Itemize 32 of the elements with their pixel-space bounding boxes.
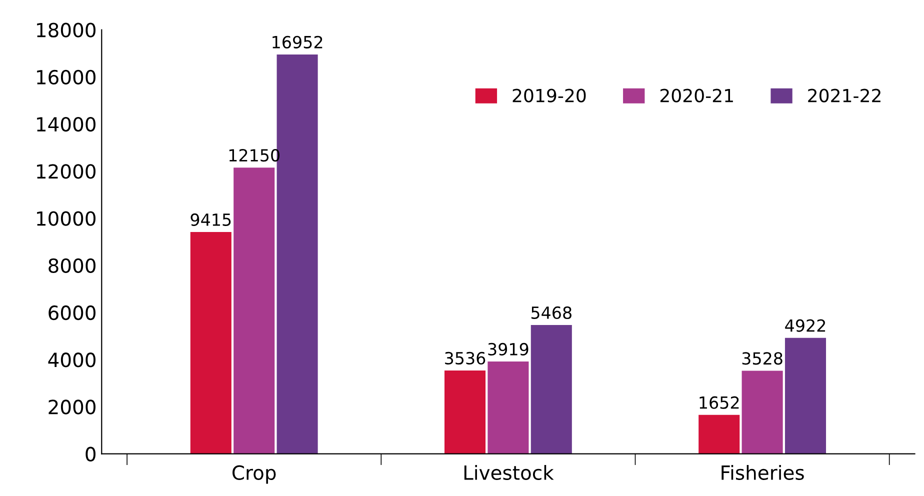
x-tick-label: Crop [232,465,276,484]
y-tick-label: 18000 [37,22,96,38]
data-label: 1652 [700,396,739,409]
bar [234,168,275,454]
legend-label: 2020-21 [660,88,733,102]
x-tick-label: Livestock [464,464,554,480]
bar [530,325,572,454]
data-label: 5468 [531,306,572,320]
data-label: 9415 [190,213,231,226]
data-label: 4922 [785,319,826,332]
bar [784,338,826,454]
y-tick-label: 12000 [37,164,96,179]
y-tick-label: 0 [86,446,96,462]
data-label: 3536 [445,352,486,365]
bar [698,414,740,454]
bar [742,370,783,454]
bar [190,232,232,454]
y-tick-label: 2000 [48,400,96,414]
y-tick-label: 14000 [37,116,96,132]
legend-label: 2021-22 [808,88,880,102]
x-tick-label: Fisheries [722,464,804,480]
y-tick-label: 16000 [37,70,96,85]
y-tick-label: 4000 [48,352,96,368]
y-tick-label: 6000 [48,305,96,320]
bar [444,370,486,454]
y-tick-label: 8000 [48,258,96,274]
y-tick-label: 10000 [37,211,96,226]
data-label: 3528 [742,352,782,365]
legend-label: 2019-20 [512,88,586,102]
data-label: 3919 [488,342,528,356]
bar [488,362,529,454]
data-label: 16952 [272,36,322,48]
